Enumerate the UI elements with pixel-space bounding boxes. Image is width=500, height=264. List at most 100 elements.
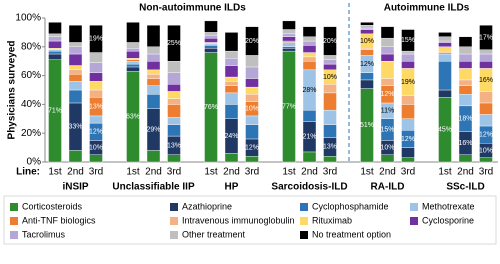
bar-segment [89,89,103,98]
bar-segment [204,45,218,49]
bar-segment [167,124,181,137]
data-label: 51% [360,122,374,129]
bar-segment [360,48,374,50]
data-label: 12% [380,91,394,98]
x-tick-label: 3rd [167,167,181,178]
bar-segment [302,109,317,122]
bar-segment [224,104,239,120]
bar-segment [126,48,140,52]
bar-segment [438,40,452,43]
bar-segment [224,81,239,86]
bar-segment [48,22,62,35]
bar-segment [360,27,374,30]
bar-segment [146,78,161,86]
bar-segment [224,92,239,105]
bar-segment [438,52,452,55]
bar-segment [323,109,337,125]
data-label: 18% [458,116,472,123]
bar-segment [167,154,181,163]
bar-segment [438,32,452,37]
legend-swatch [170,231,178,239]
bar-segment [68,150,83,163]
bar-segment [89,25,103,53]
bar-segment [89,115,103,124]
bar-segment [323,63,337,71]
bar-segment [204,37,218,43]
bar-segment [401,61,415,69]
legend-label: Corticosteroids [22,201,83,211]
x-tick-label: 2nd [223,167,240,178]
bar-segment [282,33,296,37]
x-tick-label: 2nd [145,167,162,178]
data-label: 12% [245,144,259,151]
bar-segment [380,26,395,39]
x-tick-label: 2nd [379,167,396,178]
x-tick-label: 1st [48,167,62,178]
bar-segment [204,20,218,33]
bar-segment [245,115,259,125]
data-label: 15% [380,126,394,133]
legend-label: Anti-TNF biologics [22,215,96,225]
data-label: 77% [282,103,296,110]
bar-segment [458,154,473,163]
bar-segment [458,61,473,69]
y-axis-title: Physicians surveyed [7,41,18,140]
bar-segment [126,66,140,72]
data-label: 12% [401,136,415,143]
data-label: 63% [126,113,140,120]
bar-segment [401,29,415,52]
bar-segment [401,95,415,105]
bar-segment [438,42,452,47]
bar-segment [204,32,218,36]
legend-swatch [410,203,418,211]
bar-segment [380,78,395,86]
bar-segment [89,81,103,91]
x-tick-label: 1st [438,167,452,178]
bar-segment [323,55,337,60]
bar-segment [89,62,103,73]
bar-segment [245,78,259,88]
legend-box [3,195,497,245]
bar-segment [146,73,161,79]
bar-segment [360,49,374,56]
data-label: 29% [146,126,160,133]
bar-segment [204,35,218,39]
data-label: 12% [89,129,103,136]
legend-swatch [170,203,178,211]
bar-segment [126,59,140,62]
bar-segment [167,98,181,105]
bar-segment [146,46,161,55]
legend-swatch [300,217,308,225]
bar-segment [126,63,140,68]
bar-segment [224,32,239,52]
bar-segment [380,154,395,163]
bar-segment [245,124,259,140]
legend-label: Tacrolimus [22,229,66,239]
bar-segment [438,53,452,62]
bar-segment [48,49,62,52]
bar-segment [360,79,374,89]
x-tick-label: 3rd [401,167,415,178]
bar-segment [146,150,161,163]
data-label: 12% [479,131,493,138]
bar-segment [167,72,181,85]
x-tick-label: 3rd [323,167,337,178]
y-tick-label: 0% [27,157,42,168]
bar-segment [146,53,161,62]
bar-segment [68,25,83,43]
bar-segment [380,37,395,48]
data-label: 21% [302,134,316,141]
bar-segment [68,53,83,66]
bar-segment [48,53,62,60]
bar-segment [89,72,103,82]
legend-label: Methotrexate [422,201,475,211]
section-label: Autoimmune ILDs [384,3,470,14]
bar-segment [458,79,473,86]
bar-segment [438,50,452,53]
bar-segment [224,58,239,66]
bar-segment [282,20,296,30]
data-label: 13% [167,142,181,149]
legend-label: Other treatment [182,229,246,239]
legend-swatch [10,231,18,239]
data-label: 25% [167,40,181,47]
